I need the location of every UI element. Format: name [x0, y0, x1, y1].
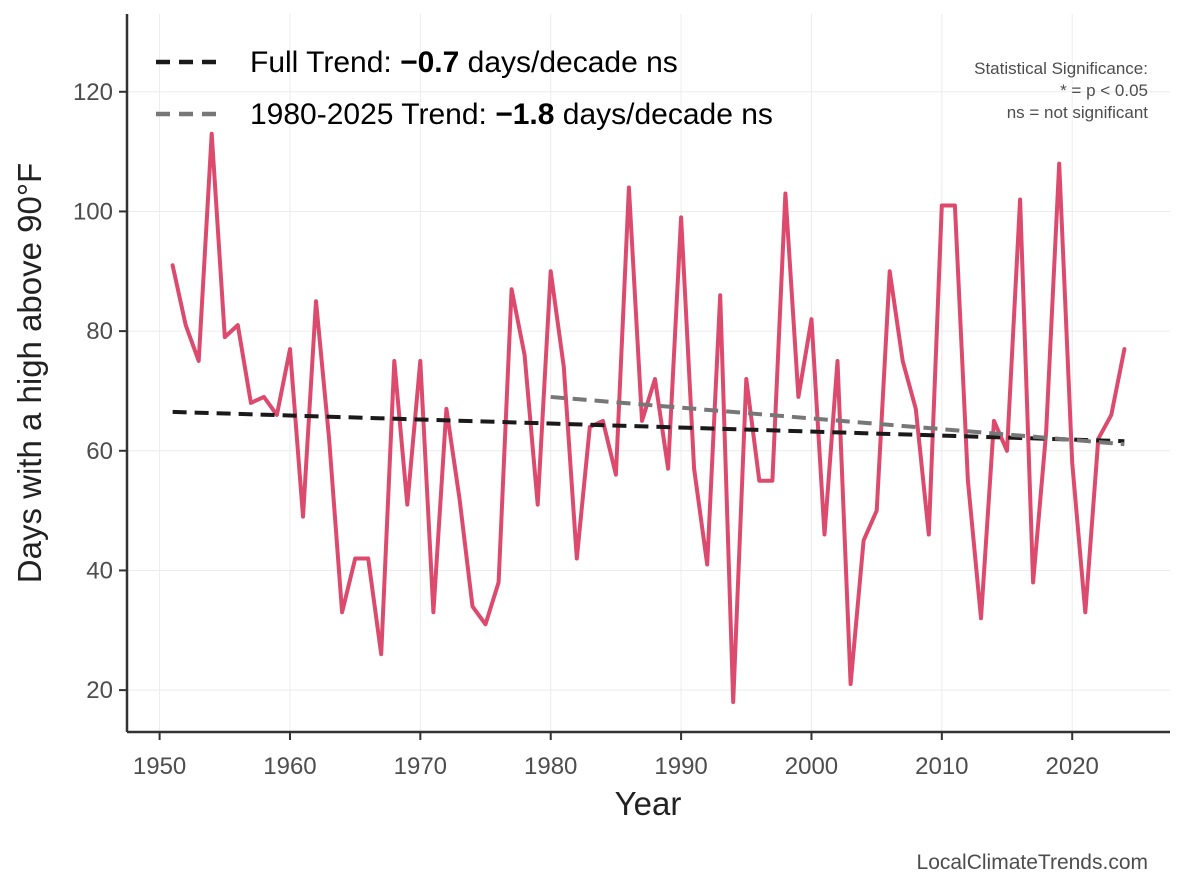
recent-trend-line [550, 394, 1125, 447]
significance-note-line-1: * = p < 0.05 [1060, 81, 1148, 100]
legend-recent-trend-value: −1.8 [495, 98, 554, 131]
x-tick-label-1970: 1970 [394, 753, 447, 780]
series-layer [170, 131, 1127, 705]
x-tick-label-1980: 1980 [524, 753, 577, 780]
x-tick-label-1990: 1990 [654, 753, 707, 780]
axes [125, 14, 1170, 734]
legend-full-trend-value: −0.7 [400, 46, 459, 79]
x-tick-label-2010: 2010 [915, 753, 968, 780]
x-tick-label-1960: 1960 [263, 753, 316, 780]
y-tick-label-60: 60 [86, 438, 113, 465]
x-axis-title: Year [615, 785, 682, 822]
x-tick-label-1950: 1950 [133, 753, 186, 780]
ticks: 20 40 60 80 100 120 1950 1960 1970 1980 1990 2000 20… [73, 79, 1099, 780]
legend-label-full-trend: Full Trend: −0.7 days/decade ns [250, 46, 678, 79]
x-tick-label-2000: 2000 [785, 753, 838, 780]
x-tick-label-2020: 2020 [1046, 753, 1099, 780]
legend-recent-trend-suffix: days/decade ns [554, 98, 772, 131]
legend-full-trend-prefix: Full Trend: [250, 46, 400, 79]
significance-note: Statistical Significance: * = p < 0.05 n… [974, 59, 1148, 122]
y-tick-label-120: 120 [73, 79, 113, 106]
y-axis-title: Days with a high above 90°F [11, 163, 48, 583]
grid [127, 14, 1170, 732]
credit-text: LocalClimateTrends.com [917, 851, 1148, 874]
legend-label-recent-trend: 1980-2025 Trend: −1.8 days/decade ns [250, 98, 773, 131]
significance-note-line-2: ns = not significant [1007, 103, 1149, 122]
y-tick-label-20: 20 [86, 677, 113, 704]
y-tick-label-100: 100 [73, 198, 113, 225]
legend: Full Trend: −0.7 days/decade ns 1980-202… [156, 46, 773, 131]
y-tick-label-80: 80 [86, 318, 113, 345]
legend-recent-trend-prefix: 1980-2025 Trend: [250, 98, 495, 131]
legend-full-trend-suffix: days/decade ns [459, 46, 677, 79]
significance-note-title: Statistical Significance: [974, 59, 1148, 78]
full-trend-line [172, 409, 1125, 444]
y-tick-label-40: 40 [86, 557, 113, 584]
